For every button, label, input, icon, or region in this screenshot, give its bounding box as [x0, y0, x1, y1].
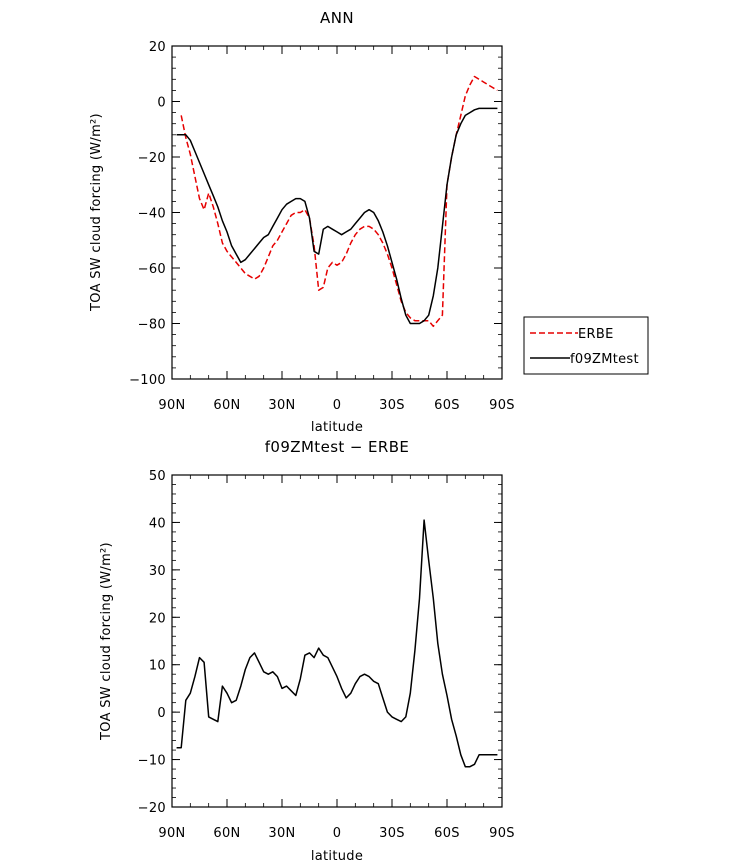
y-tick-label: 20 [149, 40, 166, 55]
y-tick-label: 0 [157, 96, 166, 111]
top-panel: ANN latitude TOA SW cloud forcing (W/m²)… [89, 9, 515, 435]
x-tick-label: 90N [158, 398, 185, 413]
y-tick-label: −20 [138, 151, 166, 166]
top-ticks [171, 45, 503, 380]
y-tick-label: −40 [138, 207, 166, 222]
top-y-tick-labels: −100 −80 −60 −40 −20 0 20 [129, 40, 166, 388]
legend-erbe-label: ERBE [578, 327, 614, 342]
top-series-group [176, 75, 498, 328]
x-tick-label: 60N [213, 826, 240, 841]
x-tick-label: 90S [489, 398, 515, 413]
top-series-line-erbe [180, 75, 498, 328]
bottom-series-line-difference [176, 519, 498, 768]
legend-box [523, 316, 649, 375]
top-plot-frame [171, 45, 503, 380]
y-tick-label: 40 [149, 516, 166, 531]
bottom-series-group [176, 519, 498, 768]
x-tick-label: 30S [379, 826, 405, 841]
x-tick-label: 30N [268, 398, 295, 413]
x-tick-label: 60N [213, 398, 240, 413]
top-chart-title: ANN [320, 9, 354, 27]
x-tick-label: 60S [434, 826, 460, 841]
bottom-ticks [171, 474, 503, 808]
bottom-panel: f09ZMtest − ERBE latitude TOA SW cloud f… [99, 438, 515, 864]
top-x-tick-labels: 90N 60N 30N 0 30S 60S 90S [158, 398, 514, 413]
y-tick-label: 50 [149, 469, 166, 484]
x-tick-label: 30N [268, 826, 295, 841]
legend: ERBE f09ZMtest [523, 316, 649, 375]
bottom-x-axis-label: latitude [311, 849, 363, 864]
bottom-y-axis-label: TOA SW cloud forcing (W/m²) [99, 542, 114, 741]
x-tick-label: 0 [333, 826, 342, 841]
top-y-axis-label: TOA SW cloud forcing (W/m²) [89, 113, 104, 312]
y-tick-label: 10 [149, 659, 166, 674]
y-tick-label: −60 [138, 262, 166, 277]
x-tick-label: 90S [489, 826, 515, 841]
x-tick-label: 30S [379, 398, 405, 413]
bottom-x-tick-labels: 90N 60N 30N 0 30S 60S 90S [158, 826, 514, 841]
y-tick-label: 0 [157, 706, 166, 721]
x-tick-label: 90N [158, 826, 185, 841]
y-tick-label: 30 [149, 564, 166, 579]
y-tick-label: 20 [149, 611, 166, 626]
y-tick-label: −100 [129, 373, 166, 388]
y-tick-label: −80 [138, 318, 166, 333]
x-tick-label: 60S [434, 398, 460, 413]
bottom-plot-frame [171, 474, 503, 808]
bottom-chart-title: f09ZMtest − ERBE [265, 438, 410, 456]
top-series-line-f09zmtest [176, 107, 498, 325]
x-tick-label: 0 [333, 398, 342, 413]
bottom-y-tick-labels: −20 −10 0 10 20 30 40 50 [138, 469, 166, 816]
legend-model-label: f09ZMtest [570, 352, 639, 367]
top-x-axis-label: latitude [311, 420, 363, 435]
y-tick-label: −10 [138, 754, 166, 769]
y-tick-label: −20 [138, 801, 166, 816]
